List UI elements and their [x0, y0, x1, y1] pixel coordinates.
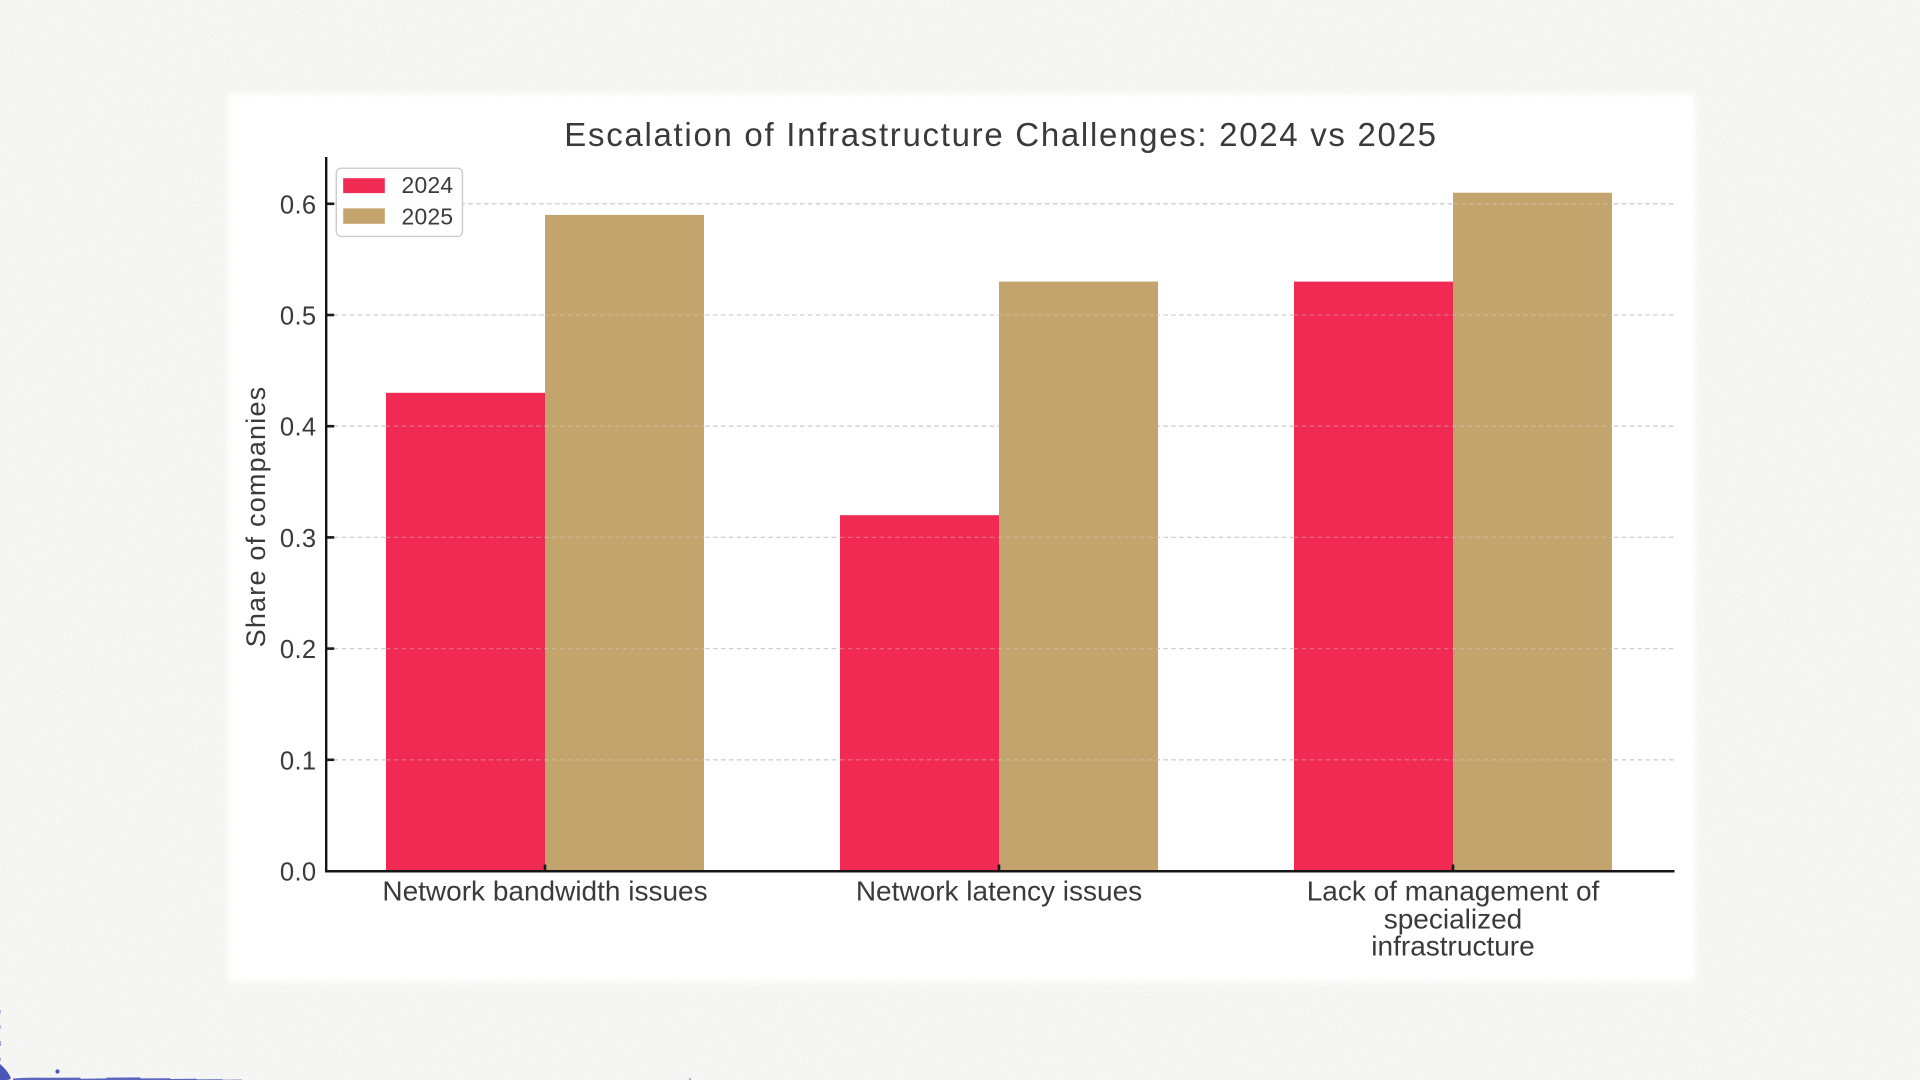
- svg-text:0.3: 0.3: [280, 525, 317, 553]
- svg-text:Escalation of Infrastructure C: Escalation of Infrastructure Challenges:…: [564, 116, 1437, 153]
- svg-text:infrastructure: infrastructure: [1371, 931, 1534, 962]
- svg-text:2025: 2025: [402, 204, 454, 230]
- svg-text:Network latency issues: Network latency issues: [856, 876, 1142, 907]
- svg-text:2024: 2024: [402, 172, 454, 198]
- svg-text:specialized: specialized: [1384, 904, 1523, 935]
- svg-text:0.1: 0.1: [280, 747, 317, 775]
- svg-text:0.4: 0.4: [280, 414, 317, 442]
- svg-text:0.6: 0.6: [280, 191, 317, 219]
- svg-text:Share of companies: Share of companies: [241, 386, 271, 648]
- svg-text:Network bandwidth issues: Network bandwidth issues: [382, 876, 707, 907]
- svg-text:Lack of management of: Lack of management of: [1307, 876, 1600, 907]
- svg-text:0.5: 0.5: [280, 303, 317, 331]
- svg-text:0.2: 0.2: [280, 636, 317, 664]
- svg-text:0.0: 0.0: [280, 859, 317, 887]
